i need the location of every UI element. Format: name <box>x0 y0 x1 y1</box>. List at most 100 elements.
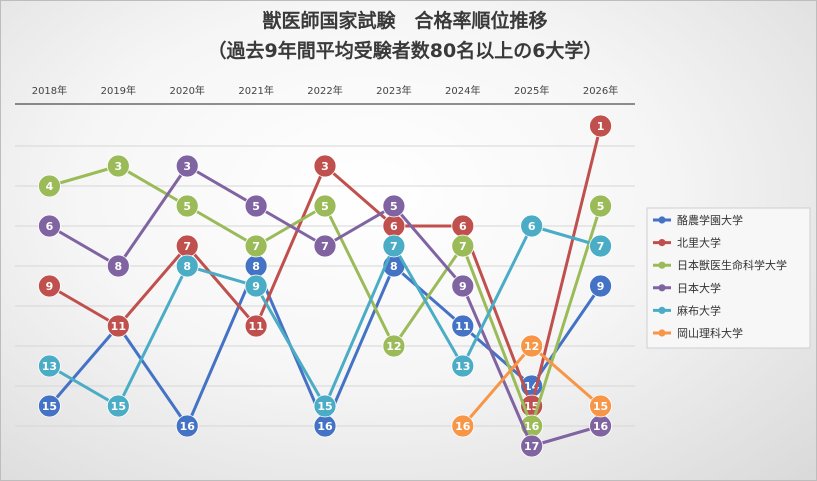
data-point <box>520 434 544 458</box>
x-tick-label: 2018年 <box>32 84 67 97</box>
series-3: 6 8 3 5 7 5 9 17 16 <box>38 154 612 458</box>
data-label: 9 <box>252 280 260 293</box>
data-label: 5 <box>183 200 191 213</box>
data-point <box>175 154 199 178</box>
data-point <box>244 274 268 298</box>
data-label: 3 <box>115 160 123 173</box>
data-point <box>520 214 544 238</box>
legend-label: 日本大学 <box>677 281 721 295</box>
data-label: 3 <box>321 160 329 173</box>
data-point <box>38 214 61 238</box>
series-2: 4 3 5 7 5 12 7 16 5 <box>38 154 612 438</box>
data-point <box>106 394 130 418</box>
legend-marker <box>658 261 666 269</box>
data-point <box>313 394 337 418</box>
legend-marker <box>658 239 666 247</box>
data-label: 7 <box>252 240 260 253</box>
data-point <box>175 414 199 438</box>
data-label: 11 <box>248 320 263 333</box>
data-label: 6 <box>46 220 54 233</box>
data-point <box>451 274 475 298</box>
x-axis: 2018年 2019年 2020年 2021年 2022年 2023年 2024年 2025年… <box>15 84 635 105</box>
data-label: 8 <box>183 260 191 273</box>
legend-label: 酪農学園大学 <box>677 213 743 227</box>
data-point <box>106 254 130 278</box>
data-point <box>38 354 61 378</box>
data-label: 15 <box>42 400 57 413</box>
legend-item: 北里大学 <box>653 236 721 250</box>
data-label: 16 <box>455 420 471 433</box>
data-point <box>244 234 268 258</box>
data-point <box>451 234 475 258</box>
data-point <box>589 114 612 138</box>
data-label: 1 <box>597 120 605 133</box>
legend-item: 岡山理科大学 <box>653 326 743 340</box>
legend-marker <box>658 284 666 292</box>
data-point <box>589 234 612 258</box>
data-label: 15 <box>317 400 332 413</box>
data-label: 13 <box>42 360 57 373</box>
data-point <box>313 234 337 258</box>
data-label: 6 <box>459 220 467 233</box>
data-point <box>38 174 61 198</box>
data-label: 7 <box>597 240 605 253</box>
data-label: 9 <box>597 280 605 293</box>
data-point <box>38 394 61 418</box>
x-tick-label: 2022年 <box>307 84 342 97</box>
data-point <box>106 314 130 338</box>
data-point <box>382 194 406 218</box>
data-point <box>313 194 337 218</box>
x-tick-label: 2020年 <box>169 84 204 97</box>
data-point <box>451 314 475 338</box>
data-label: 17 <box>524 440 539 453</box>
data-point <box>451 414 475 438</box>
data-point <box>589 274 612 298</box>
data-label: 4 <box>46 180 54 193</box>
x-tick-label: 2025年 <box>514 84 549 97</box>
data-label: 8 <box>390 260 398 273</box>
data-label: 11 <box>111 320 126 333</box>
series-1: 9 11 7 11 3 6 6 15 1 <box>38 114 612 418</box>
legend-box <box>646 207 811 349</box>
chart-subtitle: （過去9年間平均受験者数80名以上の6大学） <box>208 39 603 62</box>
data-point <box>175 254 199 278</box>
legend-label: 北里大学 <box>677 236 721 250</box>
data-point <box>451 354 475 378</box>
data-point <box>520 334 544 358</box>
x-tick-label: 2024年 <box>445 84 480 97</box>
legend-marker <box>658 216 666 224</box>
data-label: 11 <box>455 320 470 333</box>
data-label: 5 <box>597 200 605 213</box>
data-point <box>244 194 268 218</box>
data-label: 16 <box>317 420 333 433</box>
series-5: 16 12 15 <box>451 334 612 438</box>
data-label: 16 <box>524 420 540 433</box>
data-label: 3 <box>183 160 191 173</box>
data-label: 12 <box>386 340 401 353</box>
legend-item: 酪農学園大学 <box>653 213 743 227</box>
data-label: 7 <box>321 240 329 253</box>
data-point <box>589 394 612 418</box>
data-label: 5 <box>321 200 329 213</box>
data-label: 16 <box>180 420 196 433</box>
data-point <box>38 274 61 298</box>
data-label: 5 <box>252 200 260 213</box>
x-tick-label: 2019年 <box>101 84 136 97</box>
data-label: 16 <box>593 420 609 433</box>
data-point <box>382 334 406 358</box>
data-point <box>244 314 268 338</box>
data-label: 6 <box>528 220 536 233</box>
data-label: 8 <box>115 260 123 273</box>
x-tick-label: 2023年 <box>376 84 411 97</box>
legend-item: 日本大学 <box>653 281 721 295</box>
legend-marker <box>658 306 666 314</box>
series-4: 13 15 8 9 15 7 13 6 7 <box>38 214 612 418</box>
data-label: 8 <box>252 260 260 273</box>
chart-title: 獣医師国家試験 合格率順位推移 <box>262 9 547 32</box>
data-label: 5 <box>390 200 398 213</box>
legend-label: 麻布大学 <box>677 303 721 317</box>
data-point <box>589 194 612 218</box>
data-label: 12 <box>524 340 539 353</box>
